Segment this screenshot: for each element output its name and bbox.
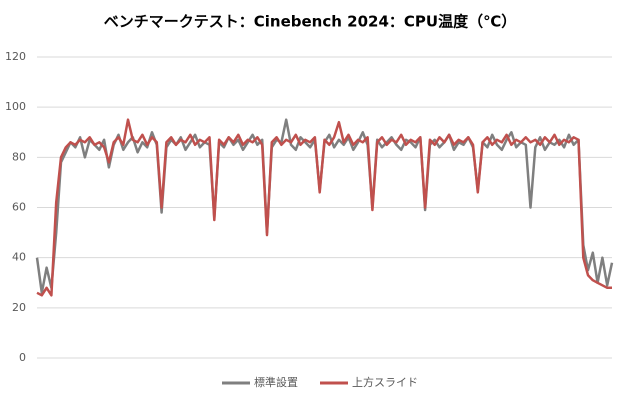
y-tick-label: 0 [19, 351, 26, 364]
y-tick-label: 80 [12, 150, 26, 163]
y-tick-label: 60 [12, 201, 26, 214]
y-tick-label: 40 [12, 251, 26, 264]
y-tick-label: 20 [12, 301, 26, 314]
y-tick-label: 120 [5, 50, 26, 63]
chart-title: ベンチマークテスト：Cinebench 2024：CPU温度（℃） [104, 13, 516, 31]
legend-label: 標準設置 [254, 375, 298, 389]
y-tick-label: 100 [5, 100, 26, 113]
line [36, 118, 612, 297]
legend-label: 上方スライド [352, 375, 418, 389]
